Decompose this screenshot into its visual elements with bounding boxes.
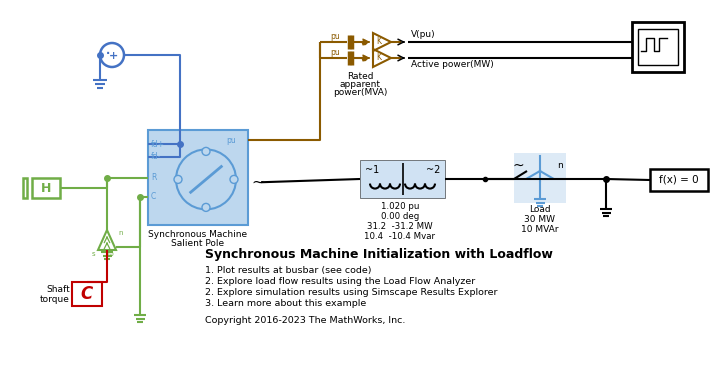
Text: ω: ω	[108, 251, 114, 257]
Bar	[23, 178, 27, 198]
Text: Shaft: Shaft	[46, 285, 70, 294]
Text: 30 MW: 30 MW	[525, 215, 555, 224]
Text: Rated: Rated	[347, 72, 373, 81]
Text: n: n	[557, 161, 562, 170]
Text: fd-: fd-	[151, 152, 162, 161]
Bar	[360, 160, 445, 198]
Text: +: +	[108, 51, 117, 61]
Text: Copyright 2016-2023 The MathWorks, Inc.: Copyright 2016-2023 The MathWorks, Inc.	[205, 316, 405, 325]
Text: pu: pu	[330, 48, 340, 57]
Text: fd+: fd+	[151, 140, 165, 149]
Text: 2. Explore simulation results using Simscape Results Explorer: 2. Explore simulation results using Sims…	[205, 288, 498, 297]
Text: H: H	[41, 181, 51, 195]
Text: R: R	[151, 173, 157, 182]
Text: C: C	[151, 192, 156, 201]
Text: 10.4  -10.4 Mvar: 10.4 -10.4 Mvar	[365, 232, 436, 241]
Text: C: C	[81, 285, 93, 303]
Bar	[632, 22, 684, 72]
Text: 2. Explore load flow results using the Load Flow Analyzer: 2. Explore load flow results using the L…	[205, 277, 475, 286]
Text: ~: ~	[251, 175, 263, 190]
Text: s: s	[92, 251, 95, 257]
Text: n: n	[118, 230, 122, 236]
Text: ~1: ~1	[365, 165, 379, 175]
Text: ~2: ~2	[426, 165, 440, 175]
Text: Active power(MW): Active power(MW)	[411, 60, 493, 69]
Text: 3. Learn more about this example: 3. Learn more about this example	[205, 299, 366, 308]
Text: Synchronous Machine Initialization with Loadflow: Synchronous Machine Initialization with …	[205, 248, 553, 261]
Text: 31.2  -31.2 MW: 31.2 -31.2 MW	[367, 222, 433, 231]
Text: ~: ~	[512, 159, 523, 173]
Text: power(MVA): power(MVA)	[333, 88, 387, 97]
Text: torque: torque	[40, 294, 70, 303]
Text: Synchronous Machine: Synchronous Machine	[148, 230, 248, 239]
Text: f(x) = 0: f(x) = 0	[659, 175, 698, 185]
Text: apparent: apparent	[340, 80, 380, 89]
Circle shape	[230, 175, 238, 183]
Bar	[72, 282, 102, 306]
Text: 0.00 deg: 0.00 deg	[381, 212, 419, 221]
Text: V(pu): V(pu)	[411, 30, 436, 39]
Text: ·: ·	[105, 44, 111, 63]
Bar	[148, 130, 248, 225]
Text: 1. Plot results at busbar (see code): 1. Plot results at busbar (see code)	[205, 266, 372, 275]
Circle shape	[202, 204, 210, 211]
Bar	[650, 169, 708, 191]
Text: 1.020 pu: 1.020 pu	[381, 202, 419, 211]
Text: Load: Load	[529, 205, 551, 214]
Text: pu: pu	[226, 136, 236, 145]
Text: pu: pu	[330, 32, 340, 41]
Text: Salient Pole: Salient Pole	[172, 239, 224, 248]
Bar	[32, 178, 60, 198]
Circle shape	[202, 147, 210, 155]
Text: K: K	[377, 54, 382, 63]
Bar	[638, 29, 678, 65]
Bar	[514, 153, 566, 203]
Text: 10 MVAr: 10 MVAr	[521, 225, 559, 234]
Circle shape	[174, 175, 182, 183]
Text: K: K	[377, 37, 382, 46]
